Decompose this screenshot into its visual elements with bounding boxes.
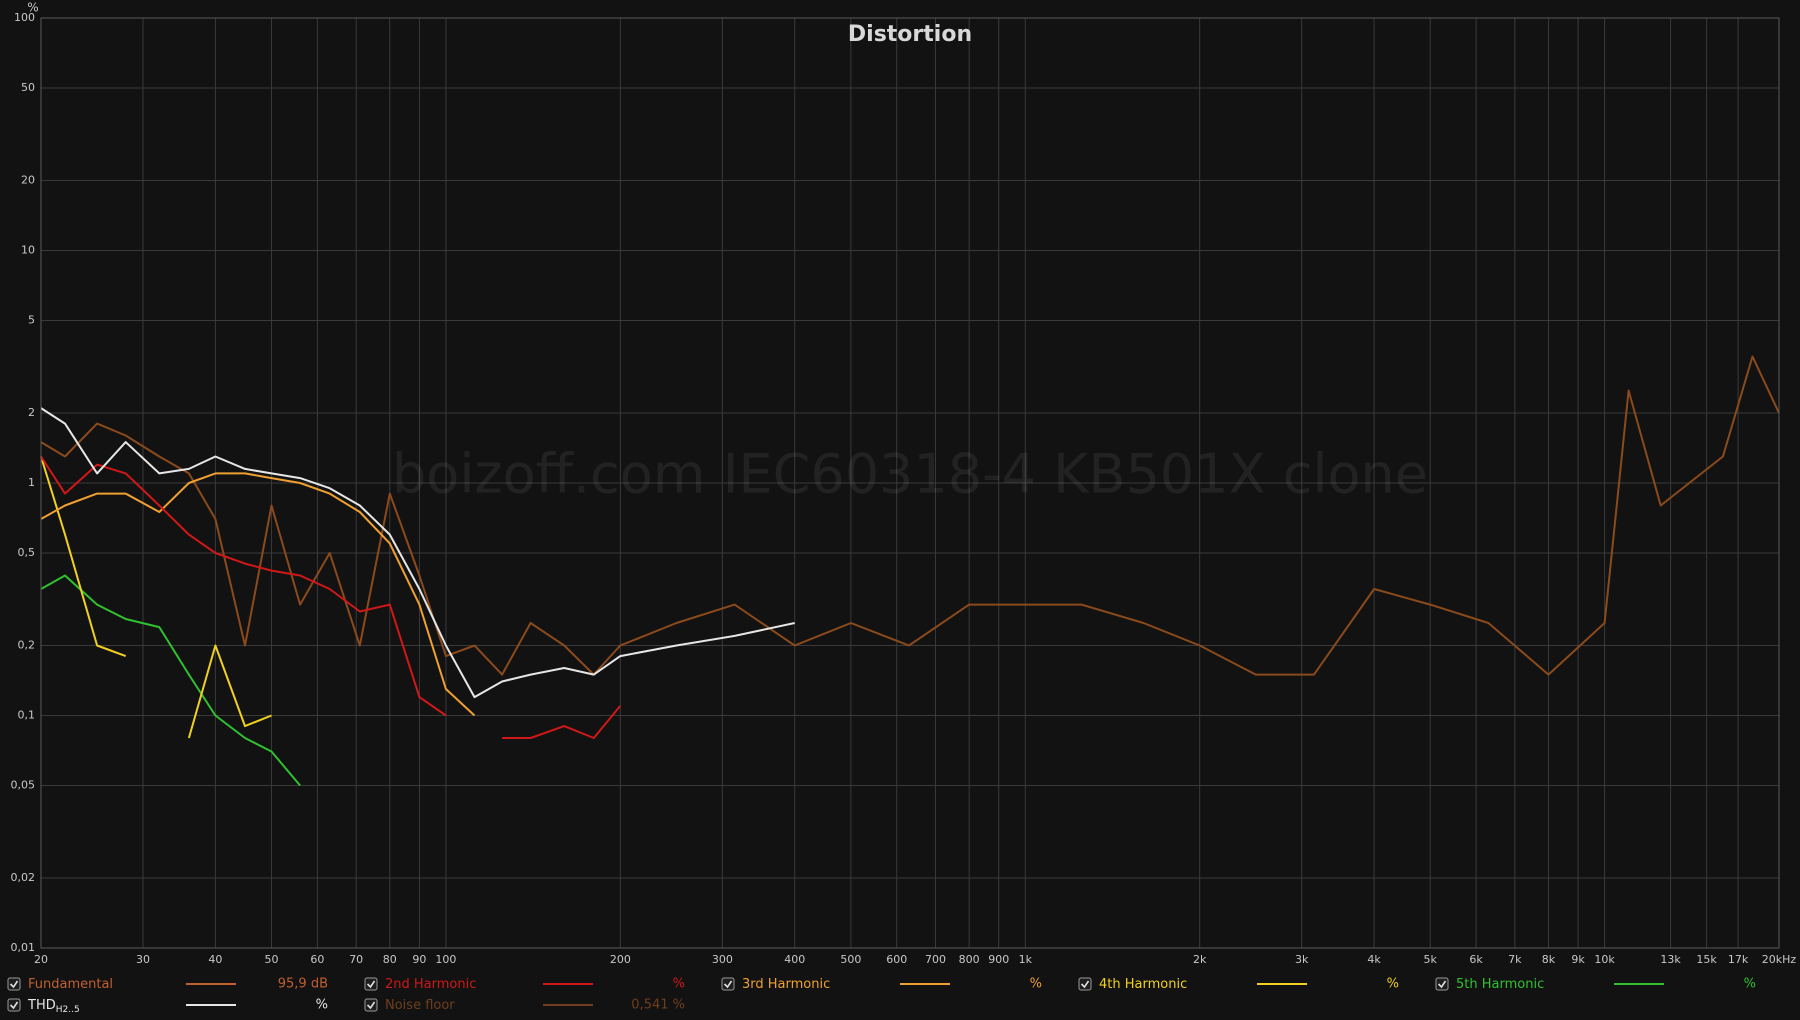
x-tick-label: 700 [925,953,946,966]
y-tick-label: 2 [28,406,35,419]
series-line [40,355,1780,676]
legend-readout: % [1030,977,1042,992]
y-tick-label: 0,2 [18,639,36,652]
x-tick-label: 500 [840,953,861,966]
plot-frame [40,17,1780,949]
x-tick-label: 70 [349,953,363,966]
legend-label-text: THD [27,998,56,1013]
legend-label-text: 3rd Harmonic [742,977,830,992]
series-line [40,472,476,717]
series-line [40,407,795,699]
x-tick-label: 40 [208,953,222,966]
legend-label-text: 2nd Harmonic [385,977,476,992]
legend-check[interactable] [1437,980,1447,989]
y-tick-label: 0,5 [18,546,36,559]
legend-checkbox[interactable] [7,998,21,1012]
series-line [40,455,622,739]
legend-check[interactable] [366,980,376,989]
y-tick-label: 5 [28,313,35,326]
legend-checkbox[interactable] [1435,977,1449,991]
y-tick-label: 0,02 [11,871,36,884]
x-tick-label: 10k [1594,953,1615,966]
legend-label: 4th Harmonic [1099,977,1187,992]
legend-check[interactable] [366,1001,376,1010]
y-tick-label: 20 [21,174,35,187]
legend-label: THDH2..5 [27,998,80,1015]
y-tick-label: 0,1 [18,709,36,722]
legend-label: 2nd Harmonic [385,977,476,992]
x-tick-label: 600 [886,953,907,966]
legend: Fundamental 95,9 dB 2nd Harmonic% 3rd Harmo… [7,977,1756,1015]
x-tick-label: 4k [1367,953,1381,966]
x-tick-label: 13k [1660,953,1681,966]
x-tick-label: 60 [310,953,324,966]
legend-label: 3rd Harmonic [742,977,830,992]
x-tick-label: 17k [1728,953,1749,966]
y-tick-label: 100 [14,11,35,24]
x-tick-label: 5k [1424,953,1438,966]
legend-readout: % [1387,977,1399,992]
legend-label-text: 5th Harmonic [1456,977,1544,992]
legend-label-text: Noise floor [385,998,455,1013]
legend-check[interactable] [1080,980,1090,989]
legend-label-text: Fundamental [28,977,113,992]
legend-readout: % [673,977,685,992]
plot-lines [40,355,1780,787]
x-tick-label: 20 [34,953,48,966]
x-tick-label: 30 [136,953,150,966]
x-tick-label: 400 [784,953,805,966]
x-tick-label: 800 [959,953,980,966]
x-tick-label: 50 [265,953,279,966]
x-tick-label: 2k [1193,953,1207,966]
x-tick-label: 9k [1571,953,1585,966]
legend-check[interactable] [9,1001,19,1010]
x-tick-label: 6k [1469,953,1483,966]
y-tick-label: 0,01 [11,941,36,954]
legend-readout: 0,541 % [631,998,685,1013]
x-tick-label: 900 [988,953,1009,966]
y-tick-label: 10 [21,244,35,257]
legend-readout: % [1744,977,1756,992]
x-tick-label: 15k [1696,953,1717,966]
legend-checkbox[interactable] [7,977,21,991]
x-tick-label: 80 [383,953,397,966]
legend-checkbox[interactable] [364,998,378,1012]
y-tick-label: 0,05 [11,778,36,791]
x-tick-label: 300 [712,953,733,966]
x-tick-label: 3k [1295,953,1309,966]
legend-check[interactable] [723,980,733,989]
legend-checkbox[interactable] [1078,977,1092,991]
chart-title: Distortion [848,22,972,47]
legend-checkbox[interactable] [364,977,378,991]
legend-label: 5th Harmonic [1456,977,1544,992]
x-tick-label: 8k [1542,953,1556,966]
x-tick-label: 7k [1508,953,1522,966]
x-tick-label: 200 [610,953,631,966]
x-tick-label: 90 [412,953,426,966]
x-tick-label: 1k [1019,953,1033,966]
y-tick-label: 1 [28,476,35,489]
legend-readout: % [316,998,328,1013]
legend-readout: 95,9 dB [278,977,328,992]
legend-check[interactable] [9,980,19,989]
y-unit: % [27,1,38,15]
legend-label: Noise floor [385,998,455,1013]
y-tick-label: 50 [21,81,35,94]
series-line [40,456,272,739]
legend-checkbox[interactable] [721,977,735,991]
legend-label: Fundamental [28,977,113,992]
legend-label-text: 4th Harmonic [1099,977,1187,992]
x-tick-label: 20kHz [1762,953,1797,966]
legend-label-sub: H2..5 [56,1005,80,1015]
x-tick-label: 100 [435,953,456,966]
watermark: boizoff.com IEC60318-4 KB501X clone [392,443,1428,506]
